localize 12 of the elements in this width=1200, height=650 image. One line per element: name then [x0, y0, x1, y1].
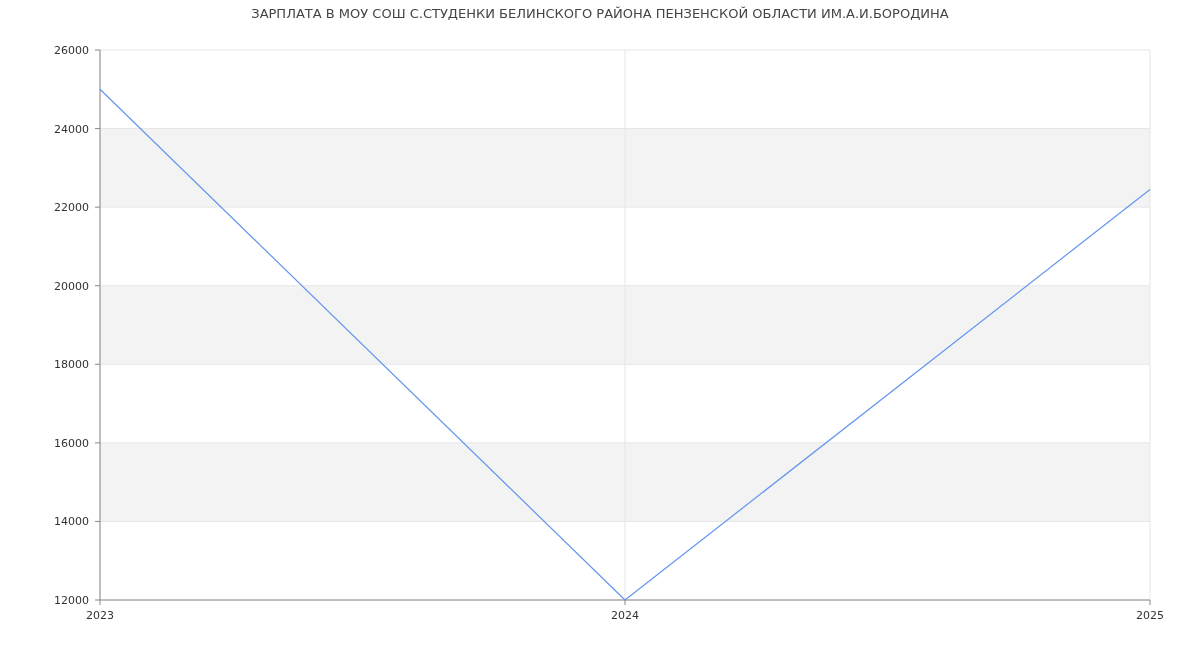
y-tick-label: 24000 — [54, 122, 89, 136]
y-tick-label: 20000 — [54, 279, 89, 293]
chart-title: ЗАРПЛАТА В МОУ СОШ С.СТУДЕНКИ БЕЛИНСКОГО РАЙОНА ПЕНЗЕНСКОЙ ОБЛАСТИ ИМ.А.И.БОРОДИНА — [251, 6, 949, 21]
y-tick-label: 22000 — [54, 201, 89, 215]
y-tick-label: 12000 — [54, 594, 89, 607]
x-tick-label: 2025 — [1136, 609, 1164, 622]
y-tick-label: 16000 — [54, 436, 89, 450]
x-tick-label: 2024 — [611, 609, 639, 622]
y-tick-label: 14000 — [54, 515, 89, 529]
y-tick-label: 26000 — [54, 44, 89, 57]
x-tick-label: 2023 — [86, 609, 114, 622]
y-tick-label: 18000 — [54, 358, 89, 372]
